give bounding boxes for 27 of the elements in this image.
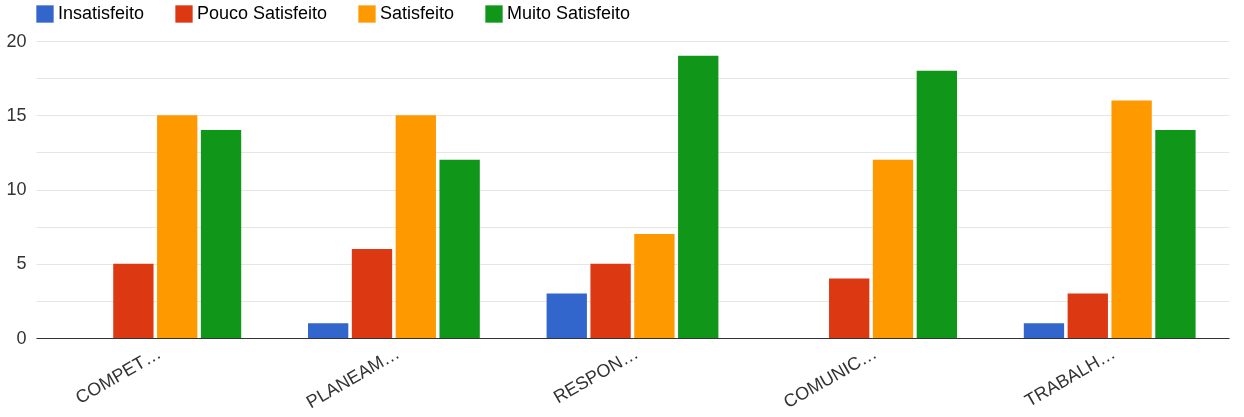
y-tick-label: 20 — [6, 30, 27, 51]
y-tick-label: 10 — [6, 179, 27, 199]
bar — [634, 234, 675, 338]
legend-label: Muito Satisfeito — [507, 3, 631, 23]
legend-label: Pouco Satisfeito — [197, 3, 328, 23]
y-tick-label: 5 — [16, 253, 27, 274]
bar — [351, 248, 393, 338]
bar — [1023, 323, 1065, 338]
legend-label: Insatisfeito — [58, 3, 145, 23]
bar — [113, 263, 154, 338]
bar — [1155, 130, 1196, 338]
bar — [829, 278, 870, 338]
bar — [872, 159, 914, 338]
bar — [1067, 293, 1108, 338]
bar — [546, 293, 587, 338]
y-tick-label: 15 — [6, 104, 27, 125]
bar — [1111, 100, 1152, 338]
bar — [916, 70, 957, 338]
legend-label: Satisfeito — [380, 3, 455, 23]
bar — [308, 323, 349, 338]
bar — [439, 159, 480, 338]
y-tick-label: 0 — [16, 327, 27, 348]
bar — [200, 130, 242, 338]
bar — [590, 263, 631, 338]
bar — [157, 115, 198, 338]
bar — [395, 115, 436, 338]
bar — [678, 55, 719, 338]
